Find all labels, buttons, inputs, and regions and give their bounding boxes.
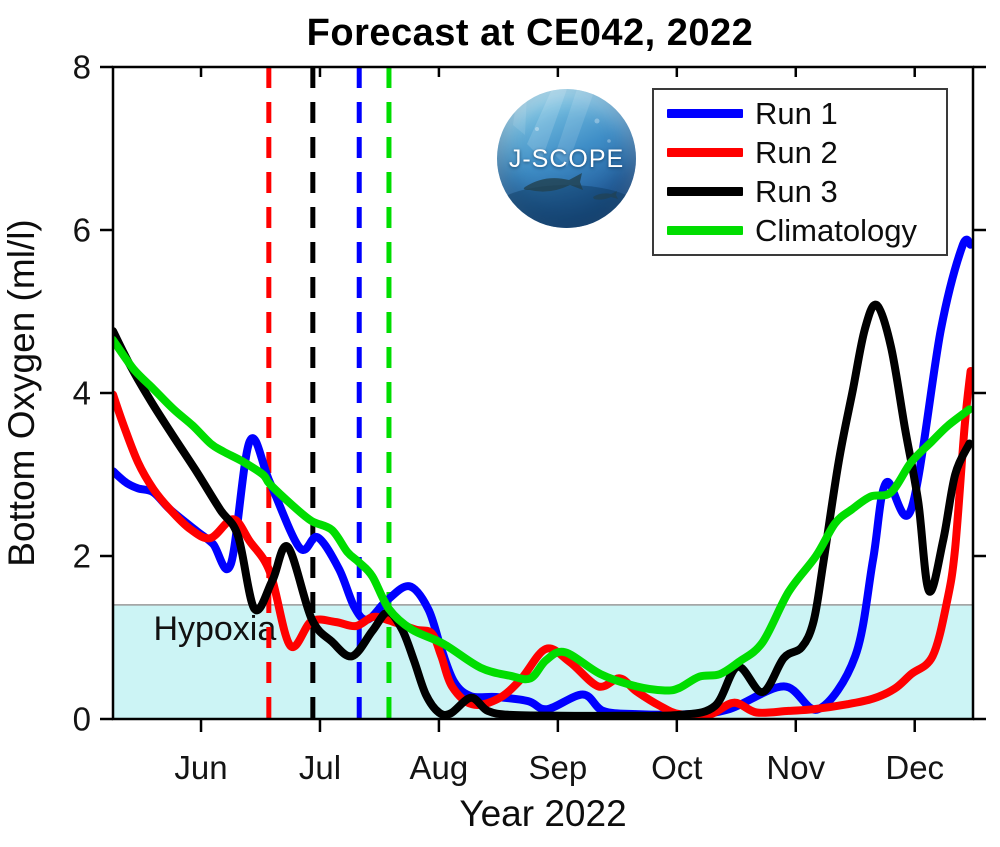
x-tick-label-aug: Aug bbox=[410, 749, 469, 786]
legend-item-climatology: Climatology bbox=[654, 215, 946, 246]
axis-ticks: Jun Jul Aug Sep Oct Nov Dec 0 2 4 6 8 bbox=[73, 49, 986, 786]
legend-item-run-2: Run 2 bbox=[654, 137, 946, 168]
y-tick-label-4: 4 bbox=[73, 375, 91, 412]
hypoxia-label: Hypoxia bbox=[153, 610, 276, 648]
series-line-run-2 bbox=[113, 367, 973, 719]
legend-item-run-3: Run 3 bbox=[654, 176, 946, 207]
legend: Run 1 Run 2 Run 3 Climatology bbox=[652, 88, 948, 256]
x-tick-label-nov: Nov bbox=[766, 749, 825, 786]
jscope-logo-art bbox=[497, 89, 636, 228]
series-curves bbox=[113, 235, 973, 719]
x-tick-label-oct: Oct bbox=[651, 749, 702, 786]
legend-line-run-3 bbox=[667, 187, 743, 196]
legend-line-run-1 bbox=[667, 109, 743, 118]
x-tick-label-jun: Jun bbox=[174, 749, 227, 786]
y-tick-label-2: 2 bbox=[73, 538, 91, 575]
y-axis-label: Bottom Oxygen (ml/l) bbox=[1, 219, 42, 566]
small-fish-icon bbox=[593, 191, 618, 200]
series-line-run-3 bbox=[113, 300, 973, 719]
y-tick-label-8: 8 bbox=[73, 49, 91, 86]
jscope-logo-text: J-SCOPE bbox=[508, 145, 625, 173]
x-tick-label-jul: Jul bbox=[299, 749, 341, 786]
x-tick-label-dec: Dec bbox=[885, 749, 944, 786]
y-tick-label-0: 0 bbox=[73, 701, 91, 738]
legend-item-run-1: Run 1 bbox=[654, 98, 946, 129]
jscope-logo: J-SCOPE bbox=[497, 89, 636, 228]
legend-line-run-2 bbox=[667, 148, 743, 157]
fish-icon bbox=[523, 173, 583, 192]
chart-title: Forecast at CE042, 2022 bbox=[306, 12, 754, 54]
series-line-climatology bbox=[113, 336, 973, 695]
x-axis-label: Year 2022 bbox=[459, 793, 626, 834]
series-line-run-1 bbox=[113, 235, 973, 719]
legend-line-climatology bbox=[667, 226, 743, 235]
legend-label: Run 3 bbox=[755, 174, 838, 209]
legend-label: Run 1 bbox=[755, 96, 838, 131]
legend-label: Run 2 bbox=[755, 135, 838, 170]
x-tick-label-sep: Sep bbox=[529, 749, 588, 786]
y-tick-label-6: 6 bbox=[73, 212, 91, 249]
legend-label: Climatology bbox=[755, 213, 917, 248]
